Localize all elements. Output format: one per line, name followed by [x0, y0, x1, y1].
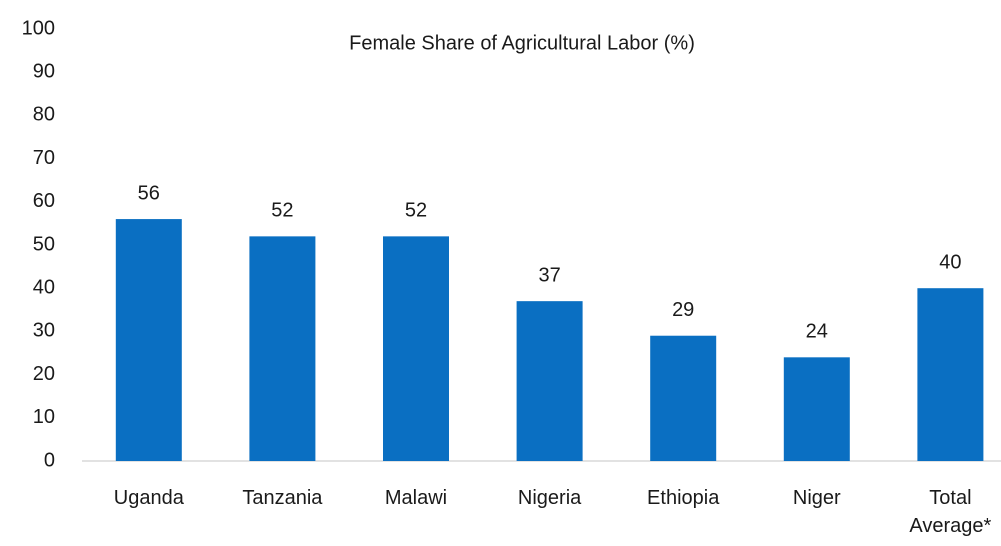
y-tick-label: 90	[33, 60, 55, 82]
chart-title: Female Share of Agricultural Labor (%)	[349, 32, 695, 54]
bar	[115, 219, 182, 461]
value-label: 24	[806, 321, 828, 343]
x-tick-label: Ethiopia	[647, 487, 720, 509]
x-tick-label: Malawi	[384, 487, 448, 509]
y-tick-label: 30	[33, 320, 55, 342]
value-label: 56	[138, 182, 160, 204]
y-tick-label: 0	[44, 449, 55, 471]
y-tick-label: 60	[33, 190, 55, 212]
y-tick-label: 40	[33, 276, 55, 298]
bar	[650, 335, 717, 461]
y-tick-label: 80	[33, 104, 55, 126]
y-tick-label: 20	[33, 363, 55, 385]
y-tick-label: 100	[22, 17, 55, 39]
y-tick-label: 50	[33, 233, 55, 255]
x-tick-label: Nigeria	[517, 487, 582, 509]
bar	[783, 357, 850, 461]
value-label: 29	[672, 299, 694, 321]
x-tick-label: Uganda	[113, 487, 184, 509]
x-tick-label: Niger	[792, 487, 841, 509]
value-label: 37	[538, 264, 560, 286]
value-label: 52	[271, 200, 293, 222]
bar	[383, 236, 449, 461]
value-label: 52	[405, 200, 427, 222]
x-tick-label: Total Average*	[909, 487, 992, 537]
value-label: 40	[939, 251, 961, 273]
bar	[516, 301, 583, 461]
bar	[917, 288, 984, 461]
y-tick-label: 10	[33, 406, 55, 428]
y-tick-label: 70	[33, 147, 55, 169]
bar	[249, 236, 316, 461]
x-tick-label: Tanzania	[242, 487, 323, 509]
